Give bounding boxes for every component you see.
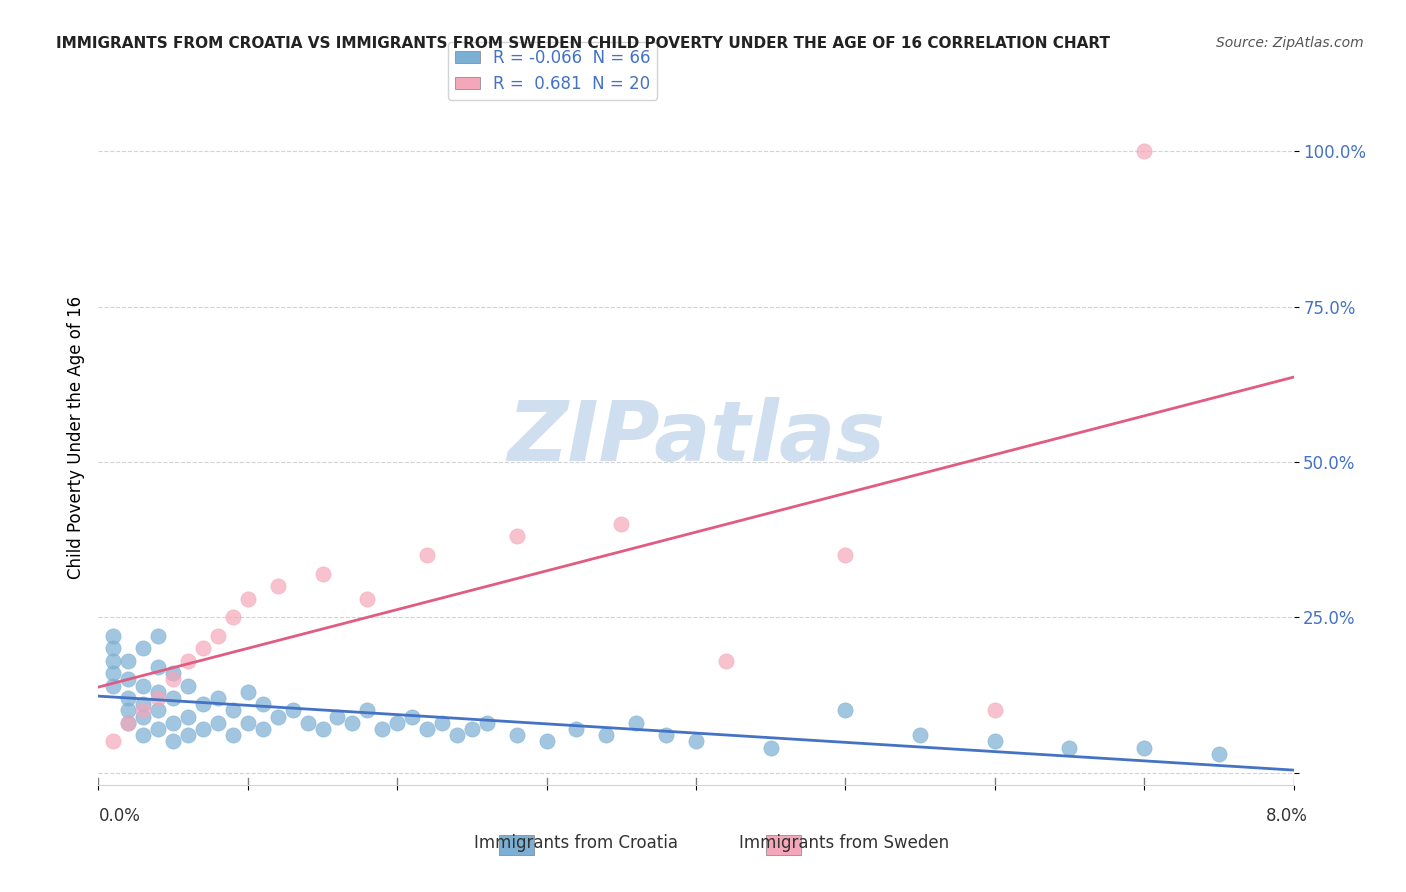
Point <box>908 728 931 742</box>
Point <box>430 715 453 730</box>
Point <box>132 703 155 717</box>
Point <box>103 734 125 748</box>
Point <box>252 697 274 711</box>
Point <box>162 673 184 687</box>
Point <box>267 709 290 723</box>
Point <box>148 685 170 699</box>
Point <box>416 722 439 736</box>
Point <box>252 722 274 736</box>
Point <box>446 728 468 742</box>
Point <box>162 734 184 748</box>
Y-axis label: Child Poverty Under the Age of 16: Child Poverty Under the Age of 16 <box>66 295 84 579</box>
Point <box>626 715 648 730</box>
Point <box>148 690 170 705</box>
Point <box>1059 740 1081 755</box>
Point <box>461 722 484 736</box>
Point <box>207 629 229 643</box>
Point <box>177 728 200 742</box>
Point <box>401 709 423 723</box>
Text: IMMIGRANTS FROM CROATIA VS IMMIGRANTS FROM SWEDEN CHILD POVERTY UNDER THE AGE OF: IMMIGRANTS FROM CROATIA VS IMMIGRANTS FR… <box>56 36 1111 51</box>
Point <box>834 703 856 717</box>
Point <box>191 697 214 711</box>
Point <box>117 703 139 717</box>
Point <box>311 722 333 736</box>
Point <box>177 679 200 693</box>
Point <box>834 548 856 562</box>
Point <box>162 666 184 681</box>
Point <box>297 715 319 730</box>
Legend: R = -0.066  N = 66, R =  0.681  N = 20: R = -0.066 N = 66, R = 0.681 N = 20 <box>449 42 657 100</box>
Point <box>148 629 170 643</box>
Point <box>714 654 737 668</box>
Point <box>132 697 155 711</box>
Point <box>281 703 304 717</box>
Point <box>416 548 439 562</box>
Point <box>132 679 155 693</box>
Point <box>162 715 184 730</box>
Point <box>326 709 349 723</box>
Text: Source: ZipAtlas.com: Source: ZipAtlas.com <box>1216 36 1364 50</box>
Point <box>371 722 394 736</box>
Point <box>655 728 678 742</box>
Point <box>536 734 558 748</box>
Point <box>506 728 529 742</box>
Point <box>356 591 378 606</box>
Point <box>191 722 214 736</box>
Point <box>222 703 245 717</box>
Point <box>177 709 200 723</box>
Point <box>236 715 259 730</box>
Point <box>311 566 333 581</box>
Point <box>117 673 139 687</box>
Text: Immigrants from Croatia: Immigrants from Croatia <box>474 834 679 852</box>
Point <box>207 715 229 730</box>
Point <box>236 591 259 606</box>
Point <box>222 610 245 624</box>
Point <box>177 654 200 668</box>
Point <box>475 715 498 730</box>
Text: 8.0%: 8.0% <box>1265 806 1308 824</box>
Point <box>103 629 125 643</box>
Point <box>117 715 139 730</box>
Point <box>385 715 409 730</box>
Point <box>595 728 617 742</box>
Point <box>342 715 364 730</box>
Text: 0.0%: 0.0% <box>98 806 141 824</box>
Point <box>356 703 378 717</box>
Point <box>267 579 290 593</box>
Point <box>132 728 155 742</box>
Point <box>1133 145 1156 159</box>
Point <box>162 690 184 705</box>
Point <box>148 722 170 736</box>
Text: Immigrants from Sweden: Immigrants from Sweden <box>738 834 949 852</box>
Point <box>222 728 245 742</box>
Text: ZIPatlas: ZIPatlas <box>508 397 884 477</box>
Point <box>565 722 588 736</box>
Point <box>103 679 125 693</box>
Point <box>685 734 707 748</box>
Point <box>1208 747 1230 761</box>
Point <box>610 516 633 531</box>
Point <box>117 690 139 705</box>
Point <box>984 734 1007 748</box>
Point <box>207 690 229 705</box>
Point <box>117 715 139 730</box>
Point <box>132 641 155 656</box>
Point <box>103 641 125 656</box>
Point <box>236 685 259 699</box>
Point <box>759 740 782 755</box>
Point <box>117 654 139 668</box>
Point <box>103 654 125 668</box>
Point <box>148 703 170 717</box>
Point <box>506 529 529 543</box>
Point <box>132 709 155 723</box>
Point <box>984 703 1007 717</box>
Point <box>1133 740 1156 755</box>
Point <box>103 666 125 681</box>
Point <box>191 641 214 656</box>
Point <box>148 660 170 674</box>
